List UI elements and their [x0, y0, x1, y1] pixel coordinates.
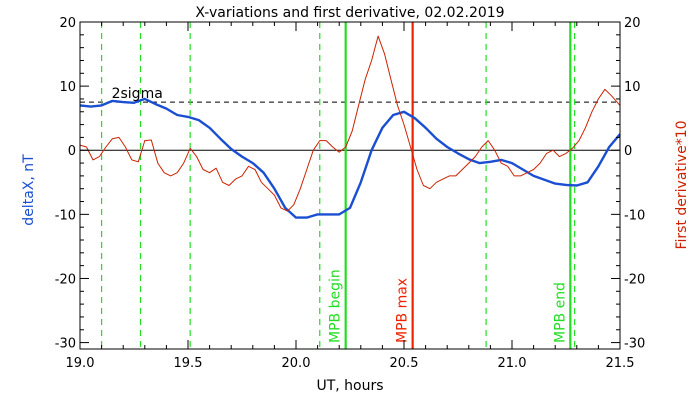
reference-lines [80, 101, 620, 151]
y-left-tick-label: 0 [68, 144, 76, 159]
y-left-tick-label: -10 [55, 208, 76, 223]
y-axis-right-label: First derivative*10 [674, 120, 690, 249]
mpb-begin-label: MPB begin [328, 269, 344, 343]
y-left-tick-label: -20 [55, 272, 76, 287]
axes: 19.0 19.5 20.0 20.5 21.0 21.5 20 20 10 10 0 0 -10 -10… [55, 16, 645, 371]
y-right-tick-label: 10 [624, 80, 641, 95]
y-right-tick-label: -10 [624, 208, 645, 223]
chart-title: X-variations and first derivative, 02.02… [195, 5, 504, 21]
mpb-end-label: MPB end [552, 282, 568, 343]
y-axis-left-label: deltaX, nT [21, 154, 37, 226]
plot-frame [79, 21, 621, 350]
series-lines [79, 35, 621, 219]
y-left-tick-label: -30 [55, 337, 76, 352]
y-right-tick-label: 0 [624, 144, 632, 159]
x-tick-label: 21.0 [498, 356, 527, 371]
x-axis-label: UT, hours [316, 378, 383, 394]
x-tick-label: 21.5 [606, 356, 635, 371]
vertical-markers: MPB begin MPB max MPB end [100, 22, 576, 349]
deltax-series-line [79, 97, 621, 219]
threshold-label: 2sigma [112, 86, 163, 102]
y-left-tick-label: 20 [59, 16, 76, 31]
y-right-tick-label: -30 [624, 337, 645, 352]
derivative-series-line [79, 35, 621, 212]
x-tick-label: 19.5 [174, 356, 203, 371]
mpb-max-label: MPB max [395, 278, 411, 343]
x-tick-label: 20.0 [282, 356, 311, 371]
x-tick-label: 20.5 [390, 356, 419, 371]
x-tick-label: 19.0 [66, 356, 95, 371]
y-right-tick-label: -20 [624, 272, 645, 287]
y-right-tick-label: 20 [624, 16, 641, 31]
y-left-tick-label: 10 [59, 80, 76, 95]
